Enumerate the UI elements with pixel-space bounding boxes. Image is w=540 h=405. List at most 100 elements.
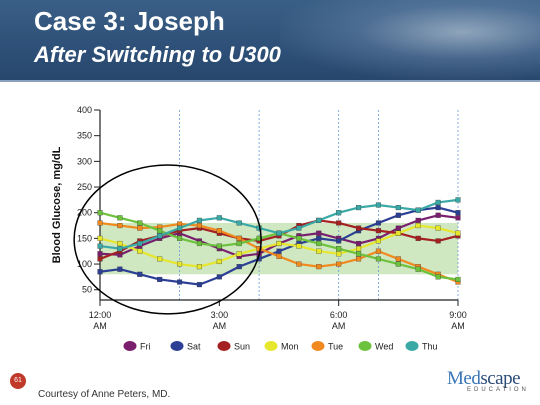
data-point-fri [316, 230, 322, 236]
data-point-mon [455, 230, 461, 236]
data-point-thu [117, 246, 123, 252]
data-point-thu [375, 202, 381, 208]
data-point-wed [336, 246, 342, 252]
data-point-sat [97, 269, 103, 275]
y-axis-label: Blood Glucose, mg/dL [51, 146, 63, 263]
data-point-thu [455, 197, 461, 203]
data-point-mon [117, 240, 123, 247]
data-point-sun [336, 220, 342, 226]
x-tick-label-ampm: AM [451, 321, 465, 331]
data-point-wed [97, 210, 103, 216]
data-point-wed [296, 235, 302, 241]
data-point-sat [276, 248, 282, 254]
data-point-tue [256, 246, 262, 252]
legend-marker-wed [358, 341, 372, 351]
data-point-mon [276, 240, 282, 247]
data-point-sat [435, 205, 441, 211]
data-point-wed [157, 228, 163, 234]
data-point-mon [375, 238, 381, 244]
data-point-tue [316, 264, 322, 270]
logo-subtitle: EDUCATION [467, 387, 529, 393]
data-point-thu [196, 217, 202, 223]
y-tick-label: 400 [77, 105, 92, 115]
data-point-thu [395, 205, 401, 211]
y-tick-label: 200 [77, 208, 92, 218]
data-point-sat [375, 220, 381, 226]
data-point-tue [375, 248, 381, 254]
legend-marker-fri [123, 341, 137, 351]
data-point-fri [356, 240, 362, 247]
legend-label-tue: Tue [328, 342, 343, 352]
logo-word-b: scape [480, 368, 521, 389]
data-point-tue [117, 222, 123, 229]
data-point-fri [435, 212, 441, 218]
data-point-wed [375, 256, 381, 262]
legend-label-sat: Sat [187, 342, 201, 352]
page-number-badge: 61 [10, 373, 26, 389]
data-point-wed [356, 251, 362, 257]
data-point-thu [356, 205, 362, 211]
data-point-mon [157, 256, 163, 262]
data-point-sat [196, 282, 202, 288]
data-point-sat [177, 279, 183, 285]
legend-marker-thu [405, 341, 419, 351]
x-tick-label-ampm: AM [93, 321, 107, 331]
data-point-wed [196, 240, 202, 247]
data-point-mon [97, 235, 103, 241]
data-point-sat [316, 235, 322, 241]
data-point-mon [177, 261, 183, 267]
data-point-thu [276, 230, 282, 236]
highlight-ellipse [73, 164, 262, 315]
data-point-fri [395, 225, 401, 231]
credit-text: Courtesy of Anne Peters, MD. [38, 389, 171, 400]
x-tick-label: 9:00 [449, 310, 467, 320]
slide-subtitle: After Switching to U300 [34, 42, 281, 67]
data-point-sat [137, 271, 143, 277]
data-point-mon [395, 230, 401, 236]
medscape-logo: Medscape EDUCATION [447, 368, 533, 400]
data-point-mon [296, 243, 302, 249]
data-point-wed [415, 266, 421, 272]
data-point-sat [157, 276, 163, 283]
data-point-sun [356, 225, 362, 231]
y-tick-label: 150 [77, 233, 92, 243]
glucose-chart: 5010015020025030035040012:00AM3:00AM6:00… [51, 105, 467, 352]
data-point-sat [336, 238, 342, 244]
data-point-wed [455, 276, 461, 283]
legend-label-mon: Mon [281, 342, 299, 352]
legend-marker-tue [311, 341, 325, 351]
data-point-tue [196, 222, 202, 229]
data-point-tue [395, 256, 401, 262]
data-point-sat [236, 264, 242, 270]
data-point-mon [216, 258, 222, 265]
data-point-sat [216, 274, 222, 280]
data-point-wed [236, 240, 242, 247]
data-point-mon [415, 222, 421, 229]
data-point-sun [375, 228, 381, 234]
data-point-thu [435, 199, 441, 205]
x-tick-label: 12:00 [89, 310, 112, 320]
data-point-mon [356, 246, 362, 252]
y-tick-label: 350 [77, 131, 92, 141]
x-tick-label-ampm: AM [213, 321, 227, 331]
data-point-mon [236, 251, 242, 257]
data-point-thu [316, 217, 322, 223]
y-tick-label: 100 [77, 259, 92, 269]
data-point-mon [435, 225, 441, 231]
data-point-tue [276, 253, 282, 259]
data-point-sat [455, 210, 461, 216]
data-point-wed [435, 274, 441, 280]
data-point-sun [435, 238, 441, 244]
data-point-tue [336, 261, 342, 267]
data-point-sat [117, 266, 123, 272]
legend-label-fri: Fri [140, 342, 151, 352]
legend-label-sun: Sun [234, 342, 250, 352]
data-point-tue [216, 228, 222, 234]
y-tick-label: 250 [77, 182, 92, 192]
data-point-thu [216, 215, 222, 221]
legend-label-wed: Wed [375, 342, 393, 352]
data-point-thu [157, 233, 163, 239]
y-tick-label: 300 [77, 156, 92, 166]
data-point-mon [137, 248, 143, 254]
slide-header: Case 3: Joseph After Switching to U300 [0, 0, 540, 80]
